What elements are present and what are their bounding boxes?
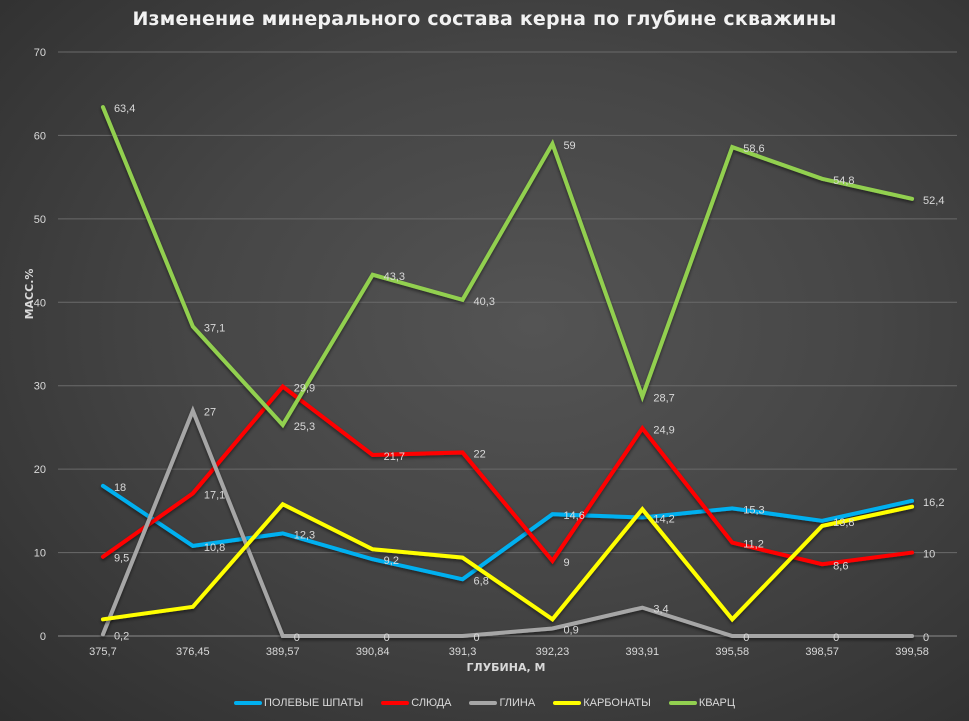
legend-swatch-icon — [553, 701, 582, 705]
data-label: 9,2 — [384, 555, 399, 567]
legend-label: ГЛИНА — [499, 697, 536, 709]
data-label: 0,9 — [563, 624, 578, 636]
series-line — [100, 405, 915, 638]
legend-swatch-icon — [381, 701, 410, 705]
data-label: 3,4 — [653, 604, 668, 616]
legend-label: ПОЛЕВЫЕ ШПАТЫ — [263, 697, 364, 709]
x-tick-label: 395,58 — [715, 646, 749, 658]
data-label: 18 — [114, 482, 126, 494]
data-label: 29,9 — [294, 383, 315, 395]
legend-item: КВАРЦ — [668, 697, 736, 709]
data-label: 22 — [474, 448, 486, 460]
y-axis-title: МАСС.% — [23, 269, 36, 320]
data-label: 28,7 — [653, 393, 674, 405]
x-tick-label: 399,58 — [895, 646, 929, 658]
y-tick-label: 10 — [34, 548, 46, 560]
data-label: 54,8 — [833, 175, 854, 187]
legend-item: ПОЛЕВЫЕ ШПАТЫ — [233, 697, 364, 709]
series-line — [100, 501, 915, 623]
data-label: 37,1 — [204, 322, 225, 334]
data-label: 15,3 — [743, 504, 764, 516]
data-label: 13,8 — [833, 517, 854, 529]
data-label: 59 — [563, 140, 575, 152]
data-label: 0 — [294, 632, 300, 644]
y-tick-label: 30 — [34, 381, 46, 393]
data-label: 0,2 — [114, 630, 129, 642]
x-tick-label: 376,45 — [176, 646, 210, 658]
data-label: 24,9 — [653, 424, 674, 436]
data-label: 10,8 — [204, 542, 225, 554]
data-label: 40,3 — [474, 296, 495, 308]
data-label: 0 — [743, 632, 749, 644]
data-label: 0 — [384, 632, 390, 644]
data-label: 0 — [923, 632, 929, 644]
x-axis-ticks: 375,7 376,45 389,57 390,84 391,3 392,23 393,91… — [89, 646, 929, 658]
y-tick-label: 70 — [34, 47, 46, 59]
y-tick-label: 40 — [34, 297, 46, 309]
data-label: 25,3 — [294, 421, 315, 433]
x-tick-label: 375,7 — [89, 646, 117, 658]
series-line — [100, 483, 915, 582]
data-label: 52,4 — [923, 195, 944, 207]
legend-item: ГЛИНА — [469, 697, 535, 709]
legend-swatch-icon — [233, 701, 262, 705]
y-axis-ticks: 0 10 20 30 40 50 60 70 — [34, 47, 46, 643]
legend-item: СЛЮДА — [381, 697, 451, 709]
data-label: 9 — [563, 557, 569, 569]
data-label: 17,1 — [204, 489, 225, 501]
data-label: 27 — [204, 407, 216, 419]
y-tick-label: 20 — [34, 464, 46, 476]
y-tick-label: 60 — [34, 130, 46, 142]
data-label: 14,6 — [563, 510, 584, 522]
series-line — [100, 383, 915, 567]
data-labels: 18 10,8 12,3 9,2 6,8 14,6 14,2 15,3 13,8 16,2 9,5 1… — [114, 103, 945, 644]
x-tick-label: 389,57 — [266, 646, 300, 658]
data-label: 63,4 — [114, 103, 135, 115]
series-lines — [100, 105, 915, 638]
data-label: 0 — [833, 632, 839, 644]
data-label: 11,2 — [743, 539, 764, 551]
x-tick-label: 392,23 — [536, 646, 570, 658]
data-label: 12,3 — [294, 529, 315, 541]
chart-title: Изменение минерального состава керна по … — [132, 8, 837, 30]
x-axis-title: ГЛУБИНА, М — [467, 661, 546, 674]
x-tick-label: 391,3 — [449, 646, 477, 658]
x-tick-label: 398,57 — [805, 646, 839, 658]
y-tick-label: 0 — [40, 631, 46, 643]
legend-swatch-icon — [668, 701, 697, 705]
data-label: 43,3 — [384, 271, 405, 283]
data-label: 10 — [923, 549, 935, 561]
legend-label: СЛЮДА — [411, 697, 452, 709]
series-line — [100, 105, 915, 429]
data-label: 16,2 — [923, 497, 944, 509]
gridlines — [58, 51, 957, 637]
chart-legend: ПОЛЕВЫЕ ШПАТЫ СЛЮДА ГЛИНА КАРБОНАТЫ КВАРЦ — [0, 697, 969, 709]
y-tick-label: 50 — [34, 214, 46, 226]
data-label: 21,7 — [384, 451, 405, 463]
data-label: 0 — [474, 632, 480, 644]
data-label: 9,5 — [114, 553, 129, 565]
x-tick-label: 393,91 — [626, 646, 660, 658]
data-label: 6,8 — [474, 575, 489, 587]
data-label: 8,6 — [833, 560, 848, 572]
legend-swatch-icon — [469, 701, 498, 705]
legend-label: КВАРЦ — [698, 697, 736, 709]
data-label: 14,2 — [653, 514, 674, 526]
data-label: 58,6 — [743, 143, 764, 155]
legend-item: КАРБОНАТЫ — [553, 697, 651, 709]
x-tick-label: 390,84 — [356, 646, 390, 658]
legend-label: КАРБОНАТЫ — [583, 697, 651, 709]
